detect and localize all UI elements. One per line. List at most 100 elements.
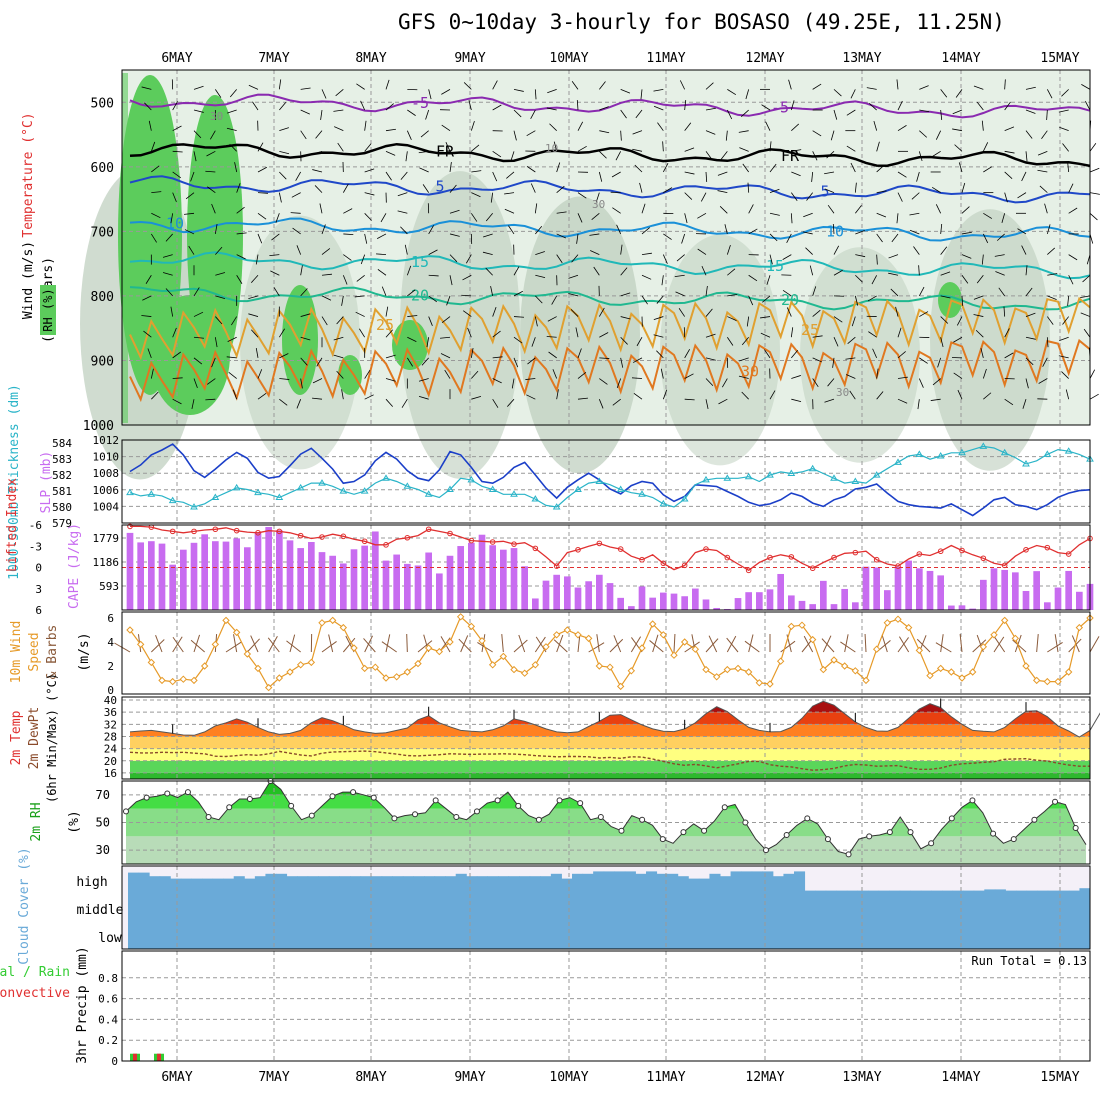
temp-band [122,773,1090,779]
wind-barb-10m [191,640,205,652]
wind10m-marker [948,669,954,675]
top-date-label: 14MAY [941,51,980,66]
temp-band [122,724,1090,736]
chart-title: GFS 0~10day 3-hourly for BOSASO (49.25E,… [398,10,1005,34]
rh2m-marker [1073,826,1078,831]
pressure-tick: 800 [91,290,114,305]
cape-bar [500,550,507,610]
wind-barb-10m [781,641,795,652]
top-date-label: 13MAY [842,51,881,66]
cloud-high-bar [826,891,837,893]
wind-barb-10m [995,637,1005,652]
wind10m-marker [607,664,613,670]
wind10m-marker [767,681,773,687]
thickness-tick: 584 [52,437,72,450]
cape-bar [372,531,379,610]
bottom-date-label: 7MAY [258,1070,289,1085]
cloud-high-bar [931,891,942,893]
cloud-high-bar [255,876,266,893]
wind-barb [1090,168,1099,172]
pressure-tick: 900 [91,354,114,369]
wind10m-marker [586,635,592,641]
cloud-high-bar [445,876,456,893]
cape-bar [521,566,528,610]
cape-bar [479,535,486,610]
cloud-high-bar [551,874,562,893]
ylabel-temp-0: Temperature (°C) [21,112,36,237]
wind-barb-10m [614,635,621,652]
rh2m-marker [722,805,727,810]
cloud-high-bar [339,876,350,893]
rh2m-marker [640,817,645,822]
wind-barb [1090,370,1095,379]
isotherm-label: 10 [826,222,844,240]
cape-bar [329,556,336,610]
wind10m-marker [319,620,325,626]
wind-barb [1090,143,1096,151]
top-date-label: 6MAY [161,51,192,66]
ylabel-rh-units-0: (%) [67,810,82,833]
cloud-middle-label: middle [77,903,124,918]
cloud-high-bar [1027,891,1038,893]
cape-bar [639,586,646,610]
cape-bar [255,533,262,610]
cape-bar [628,606,635,610]
cloud-high-bar [519,876,530,893]
rh2m-marker [764,848,769,853]
cape-bar [777,574,784,610]
cape-bar [671,594,678,610]
cloud-high-bar [868,891,879,893]
cloud-high-bar [783,874,794,893]
rh-contour-label: 30 [836,386,849,399]
wind-barb-10m [461,635,468,652]
cloud-high-bar [953,891,964,893]
rh2m-marker [991,831,996,836]
cloud-high-bar [963,891,974,893]
cloud-high-bar [181,879,192,893]
cape-bar [191,543,198,610]
slp-tick: 1004 [93,500,120,513]
rh-high-region [282,285,318,395]
temp-tick: 16 [104,767,117,780]
cape-bar [820,581,827,610]
panel-wind-frame [122,612,1090,694]
temp-tick: 28 [104,730,117,743]
cloud-high-bar [350,876,361,893]
rh2m-marker [784,832,789,837]
rh2m-marker [536,817,541,822]
pressure-tick: 700 [91,225,114,240]
wind-barb-10m [234,634,237,652]
cape-bar [905,561,912,610]
rh2m-marker [516,803,521,808]
wind10m-marker [1044,679,1050,685]
cape-bar [927,571,934,610]
precip-tick: 0 [111,1055,118,1068]
isotherm-label: 10 [166,214,184,232]
cape-bar [735,598,742,610]
rh2m-marker [805,816,810,821]
cape-bar [841,589,848,610]
wind-barb-10m [749,635,753,652]
cape-bar [1001,570,1008,610]
cloud-high-bar [921,891,932,893]
top-date-label: 8MAY [355,51,386,66]
cloud-high-bar [1016,891,1027,893]
wind10m-marker [639,645,645,651]
rh-high-edge [122,73,128,423]
rh2m-marker [227,805,232,810]
bottom-date-label: 15MAY [1040,1070,1079,1085]
thickness-tick: 581 [52,485,72,498]
cloud-high-bar [593,871,604,893]
isotherm-label: FR [436,143,455,161]
cape-bar [308,542,315,610]
rh2m-band [122,795,1090,809]
wind-barb-10m [840,642,855,652]
cape-bar [852,602,859,610]
rh2m-marker [413,812,418,817]
cape-bar [244,547,251,610]
rh2m-tick: 70 [96,788,110,802]
cloud-high-bar [1069,891,1080,893]
wind10m-marker [180,676,186,682]
rh2m-marker [330,794,335,799]
cloud-high-bar [752,871,763,893]
